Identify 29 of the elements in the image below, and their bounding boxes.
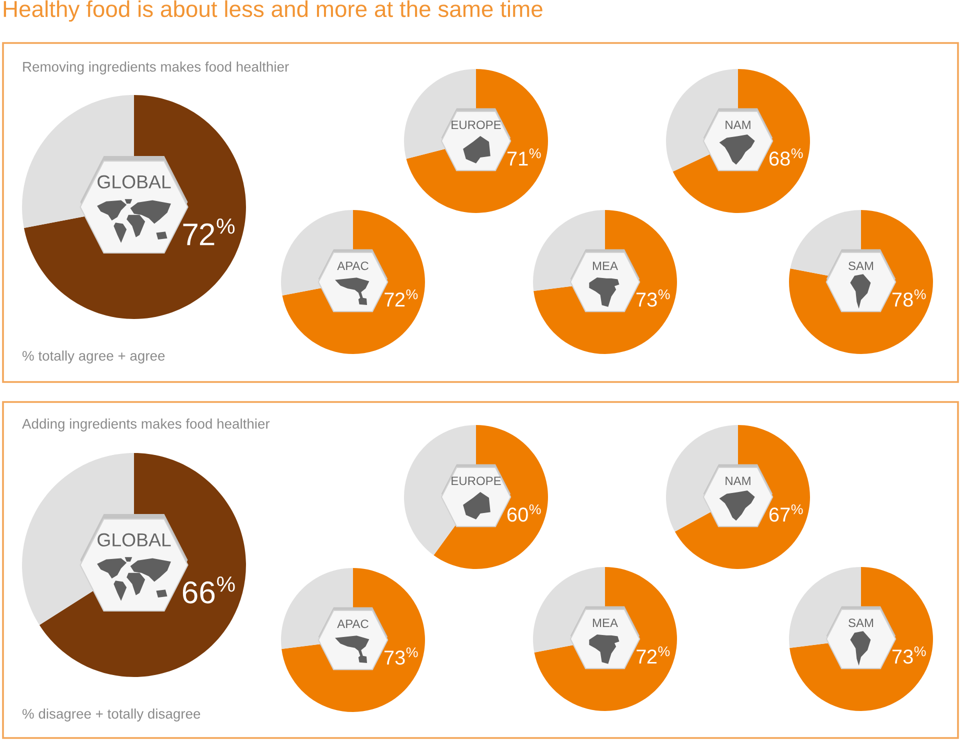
data-label: 73$^{%}$ <box>636 289 670 307</box>
data-label: 78$^{%}$ <box>892 289 926 307</box>
data-label: 73$^{%}$ <box>892 646 926 664</box>
text: APAC <box>337 262 368 270</box>
text: SAM <box>848 262 874 270</box>
chart-subtitle: Adding ingredients makes food healthier <box>22 418 270 432</box>
data-label: 66$^{%}$ <box>182 576 235 604</box>
text: SAM <box>848 618 874 628</box>
data-label: 60$^{%}$ <box>507 504 541 522</box>
text: NAM <box>726 476 750 485</box>
text: EUROPE <box>452 476 501 486</box>
data-label: 72$^{%}$ <box>636 646 670 664</box>
data-label: 67$^{%}$ <box>769 504 803 522</box>
text: EUROPE <box>452 120 501 130</box>
text: GLOBAL <box>98 533 171 546</box>
text: APAC <box>337 620 368 628</box>
text: % totally agree + agree <box>22 350 165 364</box>
data-label: 68$^{%}$ <box>769 148 803 166</box>
text: GLOBAL <box>98 175 171 188</box>
data-label: 71$^{%}$ <box>507 148 541 166</box>
text: % disagree + totally disagree <box>22 708 200 722</box>
text: Healthy food is about less and more at the same time <box>4 0 542 22</box>
text: NAM <box>726 120 750 129</box>
text: MEA <box>592 262 618 270</box>
chart-subtitle: Removing ingredients makes food healthier <box>23 62 289 74</box>
text: MEA <box>592 618 618 627</box>
data-label: 72$^{%}$ <box>183 218 235 246</box>
data-label: 72$^{%}$ <box>384 289 418 307</box>
data-label: 73$^{%}$ <box>384 647 418 665</box>
